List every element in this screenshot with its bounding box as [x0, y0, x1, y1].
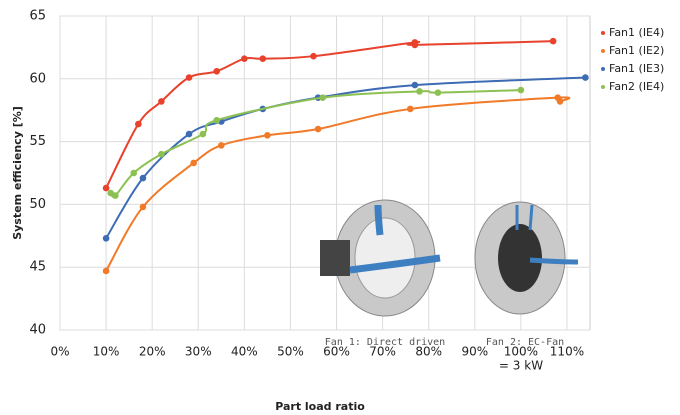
- data-point: [411, 41, 419, 49]
- data-point: [158, 150, 165, 158]
- fan-illustrations: [320, 199, 579, 317]
- annotation: = 3 kW: [499, 359, 543, 373]
- data-point: [130, 169, 138, 177]
- data-point: [135, 120, 142, 128]
- legend-label: Fan2 (IE4): [609, 80, 664, 93]
- series-line: [105, 40, 554, 189]
- y-axis-label: System efficiency [%]: [11, 106, 24, 240]
- data-point: [213, 116, 220, 124]
- data-point: [218, 142, 225, 149]
- x-tick-label: 70%: [369, 345, 396, 359]
- data-point: [102, 267, 110, 275]
- legend-label: Fan1 (IE3): [609, 62, 664, 75]
- data-point: [112, 192, 119, 199]
- y-tick-label: 50: [29, 197, 46, 212]
- data-point: [517, 86, 525, 94]
- data-point: [139, 174, 147, 182]
- data-point: [190, 159, 197, 167]
- y-tick-label: 45: [29, 260, 46, 275]
- x-tick-label: 40%: [231, 345, 258, 359]
- x-tick-label: 50%: [277, 345, 304, 359]
- legend-marker: [601, 67, 605, 71]
- data-point: [213, 67, 220, 75]
- y-tick-label: 60: [29, 71, 46, 86]
- x-tick-label: 110%: [550, 345, 584, 359]
- y-tick-label: 40: [29, 323, 46, 338]
- series-line: [105, 96, 571, 272]
- x-tick-label: 80%: [415, 345, 442, 359]
- legend-label: Fan1 (IE2): [609, 44, 664, 57]
- legend-marker: [601, 31, 605, 35]
- data-point: [102, 235, 110, 242]
- data-point: [158, 98, 165, 105]
- data-point: [102, 184, 110, 192]
- annotation: Fan 2: EC-Fan: [486, 337, 564, 348]
- data-point: [416, 88, 423, 95]
- data-point: [434, 89, 442, 96]
- x-tick-label: 30%: [185, 345, 212, 359]
- data-point: [259, 55, 267, 63]
- data-point: [582, 74, 589, 81]
- data-point: [310, 52, 317, 60]
- x-tick-label: 100%: [504, 345, 538, 359]
- data-point: [319, 94, 326, 101]
- data-point: [411, 81, 419, 89]
- annotation: Fan 1: Direct driven: [325, 337, 445, 348]
- data-point: [314, 125, 322, 133]
- x-axis-label: Part load ratio: [275, 400, 365, 413]
- data-point: [556, 98, 564, 105]
- data-point: [199, 130, 207, 138]
- data-point: [241, 55, 248, 63]
- x-tick-label: 60%: [323, 345, 350, 359]
- x-tick-label: 0%: [50, 345, 69, 359]
- data-point: [185, 74, 193, 81]
- y-tick-label: 55: [29, 134, 46, 149]
- data-point: [406, 105, 414, 113]
- legend-marker: [601, 49, 605, 53]
- data-point: [139, 203, 147, 211]
- x-tick-label: 90%: [461, 345, 488, 359]
- legend-marker: [601, 85, 605, 89]
- data-point: [264, 132, 271, 139]
- y-tick-label: 65: [29, 9, 46, 24]
- data-point: [185, 130, 193, 138]
- x-tick-label: 20%: [139, 345, 166, 359]
- legend-label: Fan1 (IE4): [609, 26, 664, 39]
- data-point: [549, 37, 557, 45]
- x-tick-label: 10%: [93, 345, 120, 359]
